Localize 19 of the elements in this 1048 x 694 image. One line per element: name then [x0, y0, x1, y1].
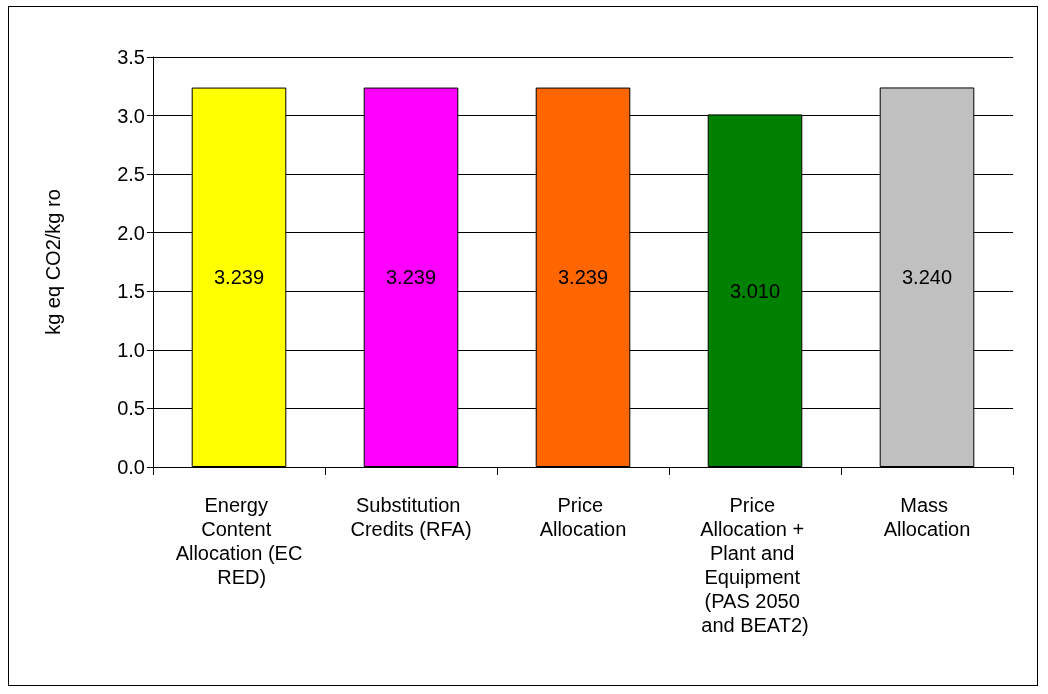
y-tick-label: 3.5: [117, 46, 145, 68]
y-tick-label: 1.5: [117, 280, 145, 303]
y-tick-label: 2.5: [117, 163, 145, 186]
x-tick-label: Substitution Credits (RFA): [350, 494, 472, 540]
y-tick-label: 1.0: [117, 338, 145, 361]
x-tick-label: Price Allocation: [539, 494, 627, 540]
y-tick-label: 2.0: [117, 221, 145, 244]
data-label: 3.239: [213, 266, 265, 289]
x-tick-label: Energy Content Allocation (EC RED): [175, 494, 303, 588]
y-tick-label: 0.0: [117, 456, 145, 478]
x-tick-label: Mass Allocation: [883, 494, 971, 540]
y-axis-title: kg eq CO2/kg ro: [42, 189, 64, 335]
data-label: 3.240: [901, 266, 953, 289]
y-tick-label: 3.0: [117, 104, 145, 127]
y-tick-label: 0.5: [117, 397, 145, 420]
data-label: 3.239: [385, 266, 437, 289]
data-label: 3.239: [557, 266, 609, 289]
x-tick-label: Price Allocation + Plant and Equipment (PAS 2050 and BEAT2): [700, 494, 810, 636]
data-label: 3.010: [729, 279, 781, 302]
